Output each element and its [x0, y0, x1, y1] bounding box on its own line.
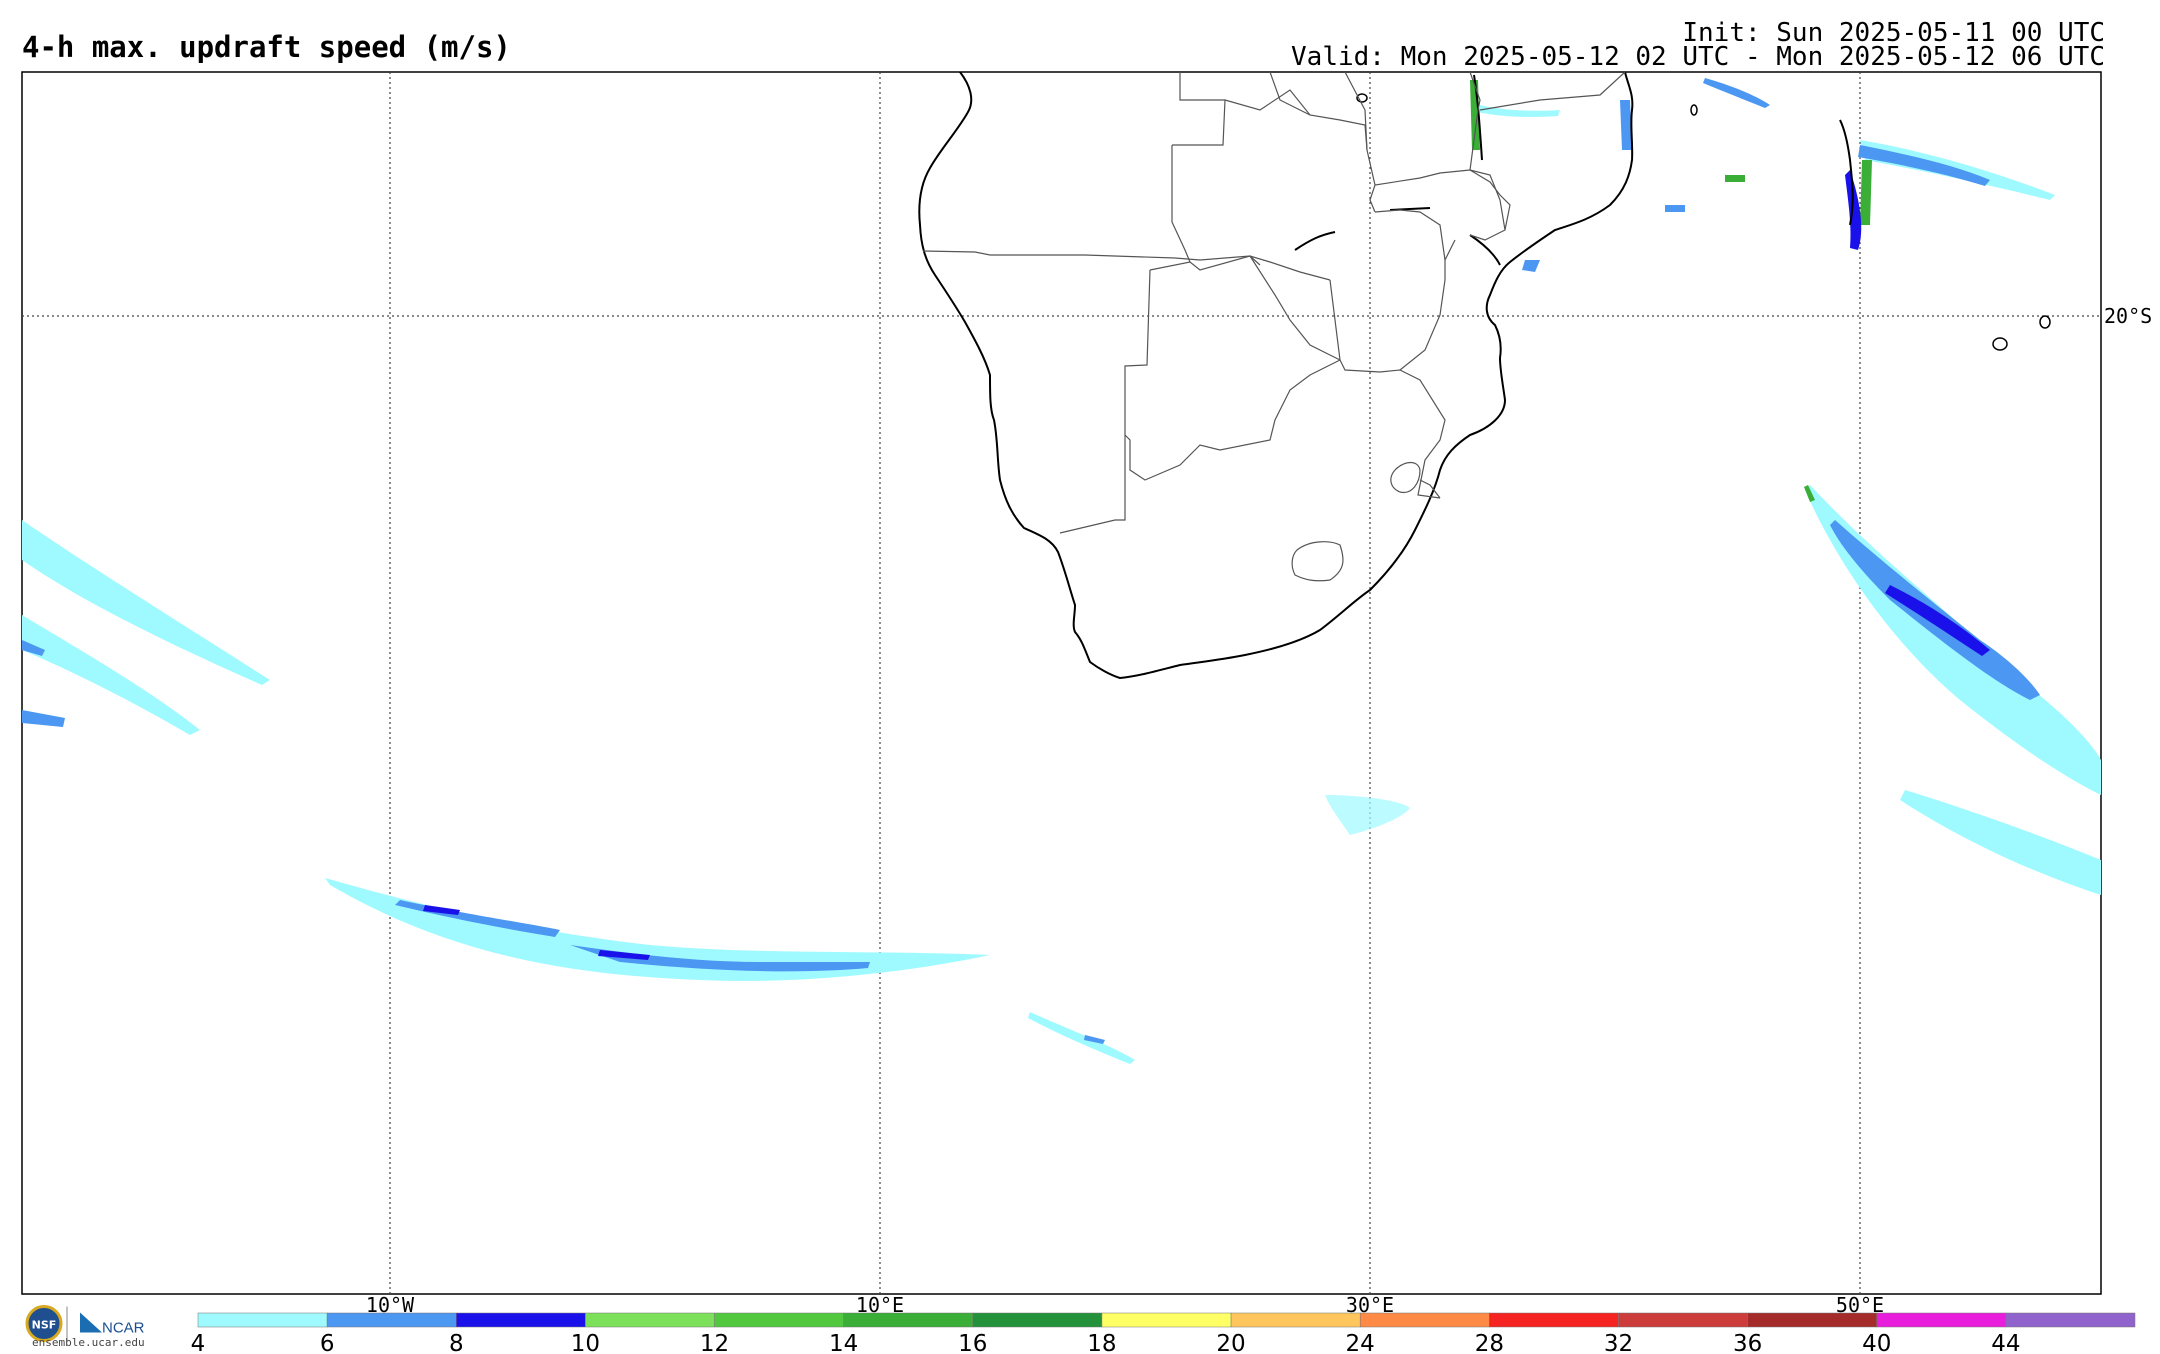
colorbar-tick-label: 12 [700, 1331, 729, 1354]
colorbar-tick-label: 40 [1862, 1331, 1891, 1354]
colorbar: 4 6 8 10 12 14 16 18 20 24 28 32 36 40 44 [191, 1312, 2136, 1354]
colorbar-segment [585, 1312, 715, 1328]
updraft-field [22, 78, 2101, 1064]
africa-coastline [918, 72, 1634, 680]
colorbar-segment [714, 1312, 844, 1328]
colorbar-tick-label: 14 [829, 1331, 858, 1354]
updraft-patch [1885, 585, 1990, 656]
updraft-patch [1028, 1012, 1135, 1064]
updraft-patch [22, 520, 270, 685]
updraft-patch [1900, 790, 2101, 895]
updraft-patch [1703, 78, 1770, 108]
reunion-island [2039, 315, 2051, 329]
updraft-patch [1084, 1035, 1105, 1044]
updraft-patch [22, 640, 45, 656]
comoros-island [1690, 104, 1698, 116]
graticule [22, 72, 2101, 1294]
colorbar-tick-label: 18 [1087, 1331, 1116, 1354]
colorbar-tick-label: 24 [1346, 1331, 1375, 1354]
colorbar-segment [1618, 1312, 1748, 1328]
madagascar-coastline [1839, 119, 1854, 226]
updraft-patch [1830, 520, 2040, 700]
updraft-patch [1725, 175, 1745, 182]
colorbar-segment [1747, 1312, 1877, 1328]
colorbar-segment [456, 1312, 586, 1328]
colorbar-tick-label: 10 [571, 1331, 600, 1354]
map-frame [21, 71, 2102, 1295]
colorbar-segment [1101, 1312, 1232, 1328]
lake-malawi [1473, 74, 1483, 161]
updraft-patch [22, 710, 65, 727]
updraft-patch [1665, 205, 1685, 212]
site-url: ensemble.ucar.edu [32, 1336, 145, 1349]
colorbar-segment [1489, 1312, 1619, 1328]
colorbar-tick-label: 28 [1475, 1331, 1504, 1354]
lake-island [1356, 93, 1368, 103]
colorbar-segment [1359, 1312, 1490, 1328]
colorbar-segment [972, 1312, 1103, 1328]
updraft-patch [1860, 160, 1872, 225]
ncar-logo-text: NCAR [102, 1320, 145, 1337]
updraft-patch [1804, 485, 1815, 502]
colorbar-segment [1876, 1312, 2007, 1328]
land-outlines [918, 72, 2051, 680]
colorbar-segment [197, 1312, 328, 1328]
updraft-patch [1325, 795, 1410, 835]
colorbar-tick-label: 16 [958, 1331, 987, 1354]
nsf-logo-text: NSF [32, 1319, 57, 1332]
colorbar-tick-label: 36 [1733, 1331, 1762, 1354]
country-borders [922, 72, 1626, 582]
updraft-patch [570, 945, 870, 972]
latitude-label: 20°S [2104, 304, 2152, 328]
colorbar-segment [2005, 1312, 2136, 1328]
map-title: 4-h max. updraft speed (m/s) [22, 30, 511, 64]
colorbar-segment [326, 1312, 457, 1328]
mauritius-island [1992, 337, 2008, 351]
updraft-patch [1858, 145, 1990, 186]
updraft-patch [423, 905, 460, 915]
branding-logos: NSF NCAR [25, 1305, 145, 1343]
latitude-labels: 20°S40°S60°S [2104, 304, 2152, 328]
colorbar-segment [1230, 1312, 1361, 1328]
init-time: Init: Sun 2025-05-11 00 UTC [1682, 18, 2105, 48]
updraft-patch [325, 878, 990, 981]
colorbar-tick-label: 32 [1604, 1331, 1633, 1354]
colorbar-tick-label: 4 [191, 1331, 206, 1354]
colorbar-tick-label: 20 [1216, 1331, 1245, 1354]
updraft-patch [22, 615, 200, 735]
valid-time: Valid: Mon 2025-05-12 02 UTC - Mon 2025-… [1291, 42, 2105, 72]
updraft-patch [1478, 105, 1560, 117]
lake-kariba [1294, 231, 1336, 251]
updraft-patch [598, 950, 650, 960]
colorbar-tick-label: 8 [449, 1331, 464, 1354]
updraft-patch [1620, 100, 1632, 150]
colorbar-tick-label: 6 [320, 1331, 335, 1354]
colorbar-tick-label: 44 [1991, 1331, 2020, 1354]
nsf-logo [25, 1305, 63, 1342]
colorbar-segment [843, 1312, 974, 1328]
updraft-patch [1522, 260, 1540, 272]
zambezi-outlet [1469, 234, 1501, 266]
ncar-logo [80, 1312, 102, 1333]
